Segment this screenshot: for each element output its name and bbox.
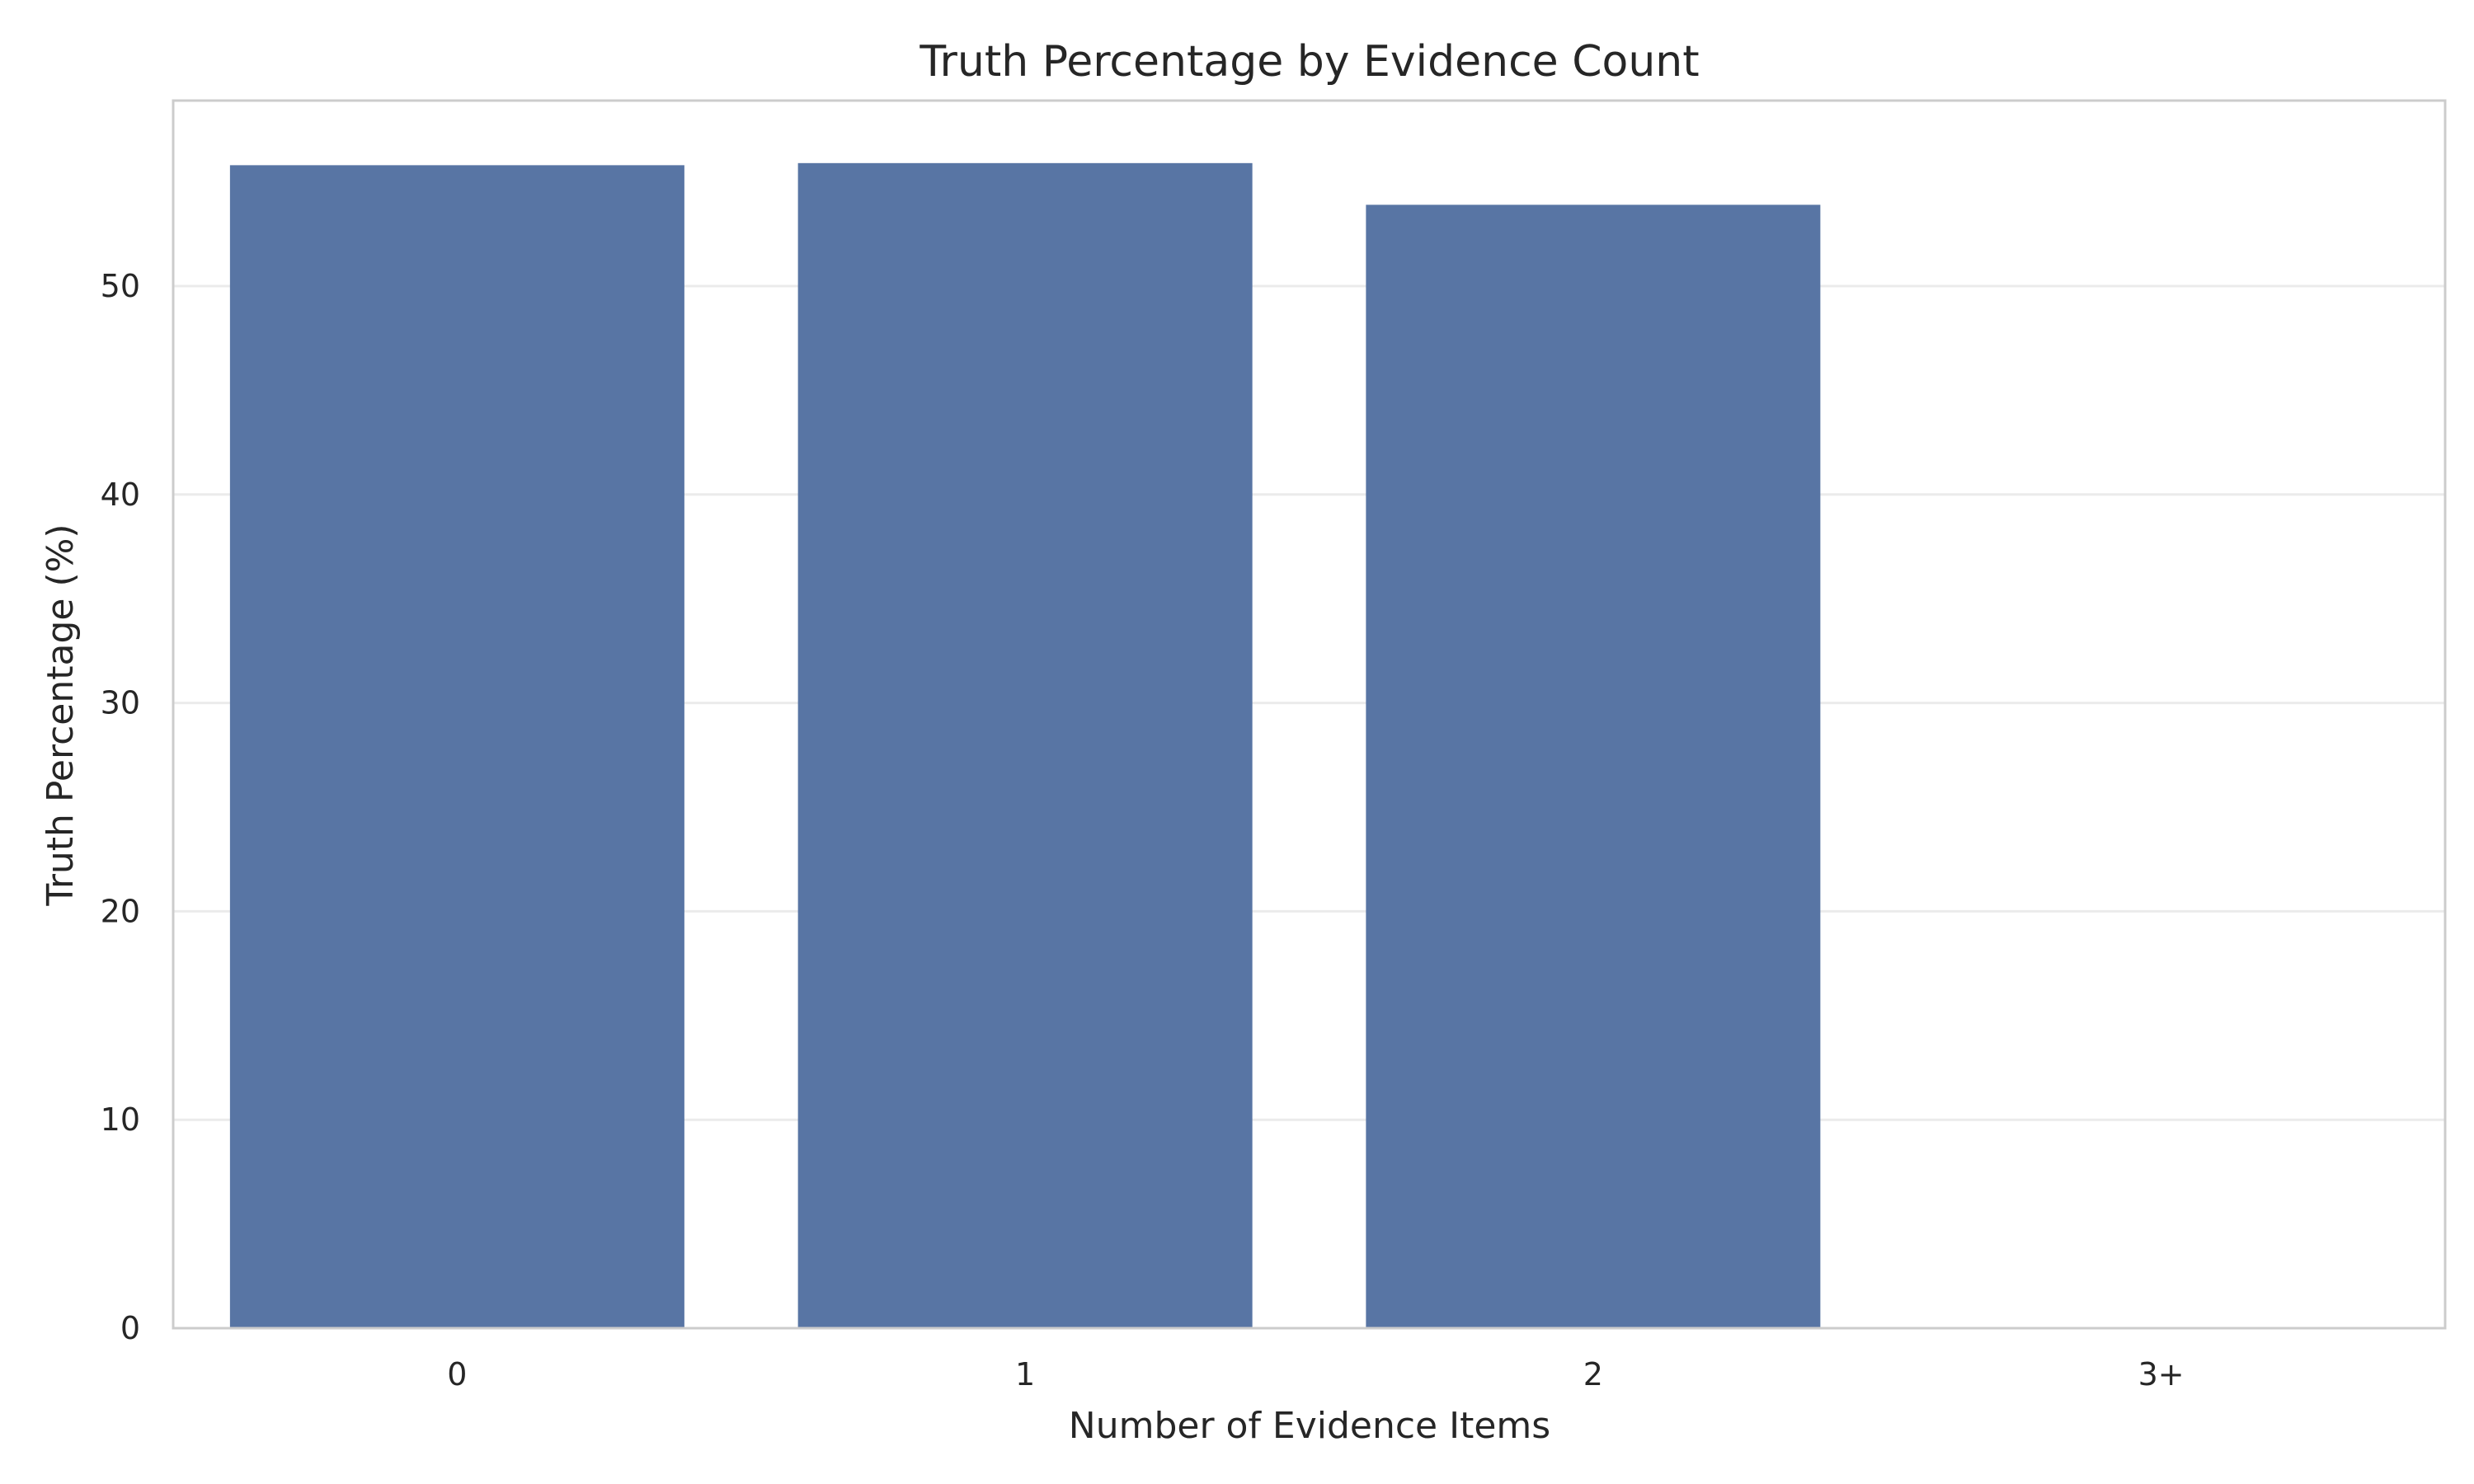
x-tick-labels: 0 1 2 3+ xyxy=(447,1356,2184,1392)
bars xyxy=(229,162,1821,1329)
y-tick-label: 50 xyxy=(101,268,140,304)
y-tick-label: 40 xyxy=(101,477,140,513)
plot-frame xyxy=(172,99,2447,1330)
y-tick-labels: 0 10 20 30 40 50 xyxy=(101,268,140,1346)
chart-title: Truth Percentage by Evidence Count xyxy=(919,37,1699,87)
x-tick-label: 2 xyxy=(1583,1356,1603,1392)
bar-0 xyxy=(229,165,684,1329)
x-tick-label: 1 xyxy=(1015,1356,1035,1392)
y-tick-label: 30 xyxy=(101,685,140,721)
x-tick-label: 3+ xyxy=(2138,1356,2185,1392)
x-tick-label: 0 xyxy=(447,1356,467,1392)
x-axis-label: Number of Evidence Items xyxy=(1069,1405,1550,1447)
bar-1 xyxy=(797,162,1253,1328)
bar-2 xyxy=(1366,204,1821,1329)
y-axis-label: Truth Percentage (%) xyxy=(40,524,82,906)
y-tick-label: 20 xyxy=(101,893,140,929)
y-tick-label: 10 xyxy=(101,1101,140,1138)
y-tick-label: 0 xyxy=(120,1310,140,1346)
